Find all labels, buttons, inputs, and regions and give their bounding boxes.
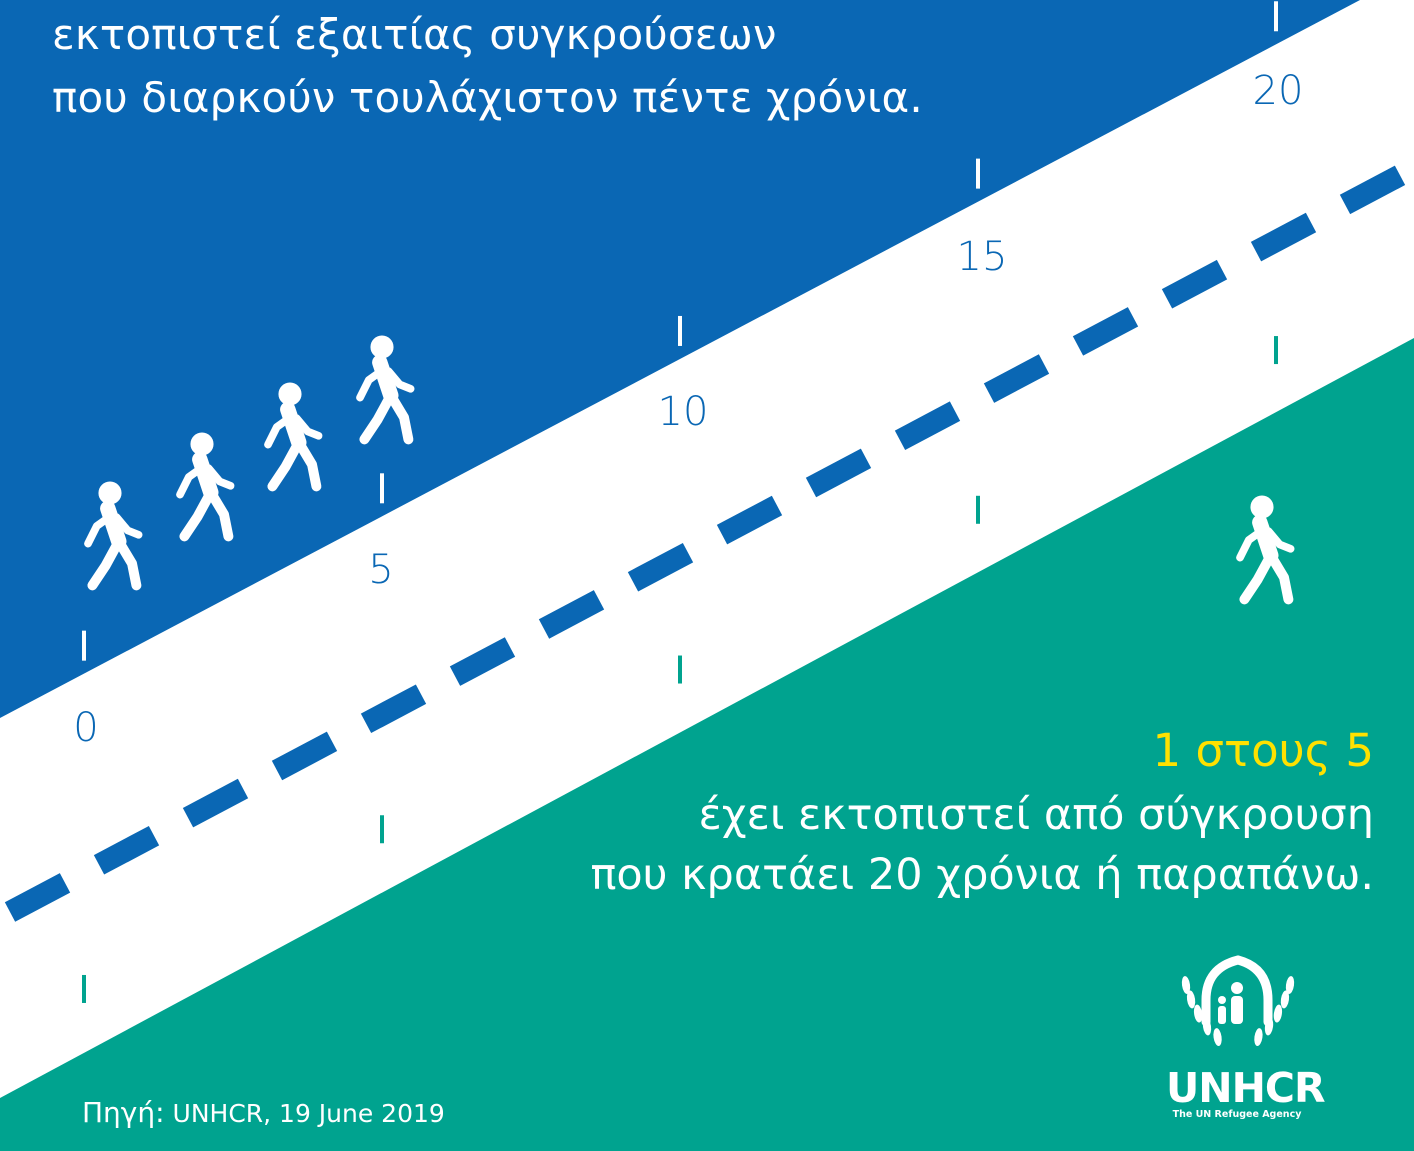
road-dash (93, 825, 160, 875)
road-dash (1250, 212, 1317, 262)
headline-line-2: που διαρκούν τουλάχιστον πέντε χρόνια. (52, 73, 923, 122)
road-dash (360, 684, 427, 734)
road-dash (627, 542, 694, 592)
road-dash (716, 495, 783, 545)
road-dash (983, 354, 1050, 403)
logo-tagline: The UN Refugee Agency (1172, 1109, 1302, 1120)
road-dash (1072, 307, 1139, 356)
stat-line-2: που κρατάει 20 χρόνια ή παραπάνω. (590, 850, 1374, 900)
upper-blue-region (0, 0, 1360, 718)
lower-green-region (0, 338, 1414, 1151)
source-text: UNHCR, 19 June 2019 (172, 1099, 445, 1128)
road-dash (538, 590, 605, 639)
stat-highlight: 1 στους 5 (1152, 724, 1374, 777)
timeline-tick-labels: 0 5 10 15 20 (73, 68, 1303, 751)
timeline-tick-label: 15 (957, 234, 1008, 280)
timeline-tick-label: 20 (1253, 68, 1304, 114)
headline-line-1: εκτοπιστεί εξαιτίας συγκρούσεων (52, 10, 777, 59)
timeline-tick-label: 5 (368, 547, 393, 593)
timeline-ticks (82, 1, 1278, 1003)
source-credit: Πηγή: UNHCR, 19 June 2019 (82, 1096, 445, 1129)
road-dash (1161, 259, 1228, 309)
center-dashed-line (4, 165, 1406, 922)
road-dash (4, 873, 71, 922)
road-dash (182, 778, 249, 828)
stat-line-1: έχει εκτοπιστεί από σύγκρουση (698, 790, 1375, 840)
unhcr-emblem-icon (1180, 955, 1296, 1050)
timeline-tick-label: 0 (73, 705, 98, 751)
road-dash (894, 401, 961, 451)
road-dash (449, 637, 516, 686)
timeline-tick-label: 10 (658, 389, 709, 435)
source-label: Πηγή: (82, 1096, 165, 1129)
road-dash (271, 731, 338, 781)
road-dash (805, 448, 872, 498)
road-dash (1339, 165, 1406, 215)
logo-wordmark: UNHCR (1166, 1064, 1326, 1112)
